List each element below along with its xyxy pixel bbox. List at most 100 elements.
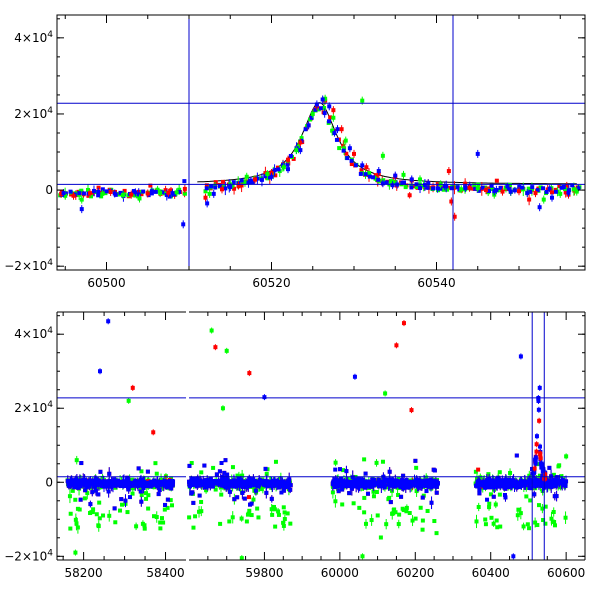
data-point bbox=[341, 148, 346, 153]
data-point bbox=[148, 183, 153, 188]
data-point bbox=[380, 153, 385, 158]
data-point bbox=[359, 168, 364, 173]
data-point bbox=[225, 472, 230, 477]
data-point bbox=[410, 518, 415, 523]
data-point bbox=[286, 167, 290, 172]
data-point bbox=[489, 183, 494, 188]
data-point bbox=[333, 499, 338, 504]
data-point bbox=[91, 507, 96, 512]
data-point bbox=[263, 466, 268, 471]
data-point bbox=[112, 477, 117, 482]
data-point bbox=[230, 465, 235, 470]
data-point bbox=[322, 106, 327, 111]
data-point bbox=[367, 171, 372, 176]
data-point bbox=[281, 520, 286, 525]
data-point bbox=[85, 187, 90, 192]
data-point bbox=[182, 179, 187, 184]
data-point bbox=[251, 497, 256, 502]
data-point bbox=[146, 493, 151, 498]
data-point bbox=[446, 169, 451, 174]
data-point bbox=[276, 167, 281, 172]
data-point bbox=[337, 146, 342, 151]
data-point bbox=[536, 503, 541, 508]
data-point bbox=[98, 469, 103, 474]
data-point bbox=[153, 461, 158, 466]
data-point bbox=[409, 177, 414, 182]
data-point bbox=[288, 521, 293, 526]
data-point bbox=[570, 183, 575, 188]
data-point bbox=[100, 483, 105, 488]
data-point bbox=[141, 189, 146, 194]
data-point bbox=[426, 181, 431, 186]
data-point bbox=[169, 486, 174, 491]
data-point bbox=[127, 495, 132, 500]
data-point bbox=[273, 524, 278, 529]
data-point bbox=[271, 504, 276, 509]
data-point bbox=[403, 185, 408, 190]
data-point bbox=[524, 485, 529, 490]
data-point bbox=[259, 479, 264, 484]
data-point bbox=[418, 186, 423, 191]
data-point bbox=[107, 513, 112, 518]
data-point bbox=[309, 115, 314, 120]
data-point bbox=[139, 469, 144, 474]
data-point bbox=[132, 193, 137, 198]
data-point bbox=[88, 511, 93, 516]
data-point bbox=[414, 489, 419, 494]
data-point bbox=[298, 148, 303, 153]
data-point bbox=[396, 522, 401, 527]
data-point bbox=[204, 479, 209, 484]
data-point bbox=[505, 184, 510, 189]
bottom-panel-lightcurve-full: 58200 58400 59800 60000 60200 60400 60600−2×10… bbox=[4, 311, 586, 580]
data-point bbox=[78, 497, 83, 502]
data-point bbox=[246, 511, 251, 516]
data-point bbox=[199, 499, 204, 504]
data-point bbox=[246, 495, 251, 500]
data-point bbox=[288, 153, 293, 158]
data-point bbox=[291, 156, 296, 161]
data-point bbox=[153, 189, 158, 194]
data-point bbox=[533, 191, 538, 196]
data-point bbox=[88, 191, 92, 196]
data-point bbox=[239, 178, 244, 183]
data-point bbox=[380, 181, 385, 186]
data-point bbox=[122, 188, 127, 193]
data-point bbox=[158, 520, 163, 525]
axes-frame bbox=[56, 14, 586, 271]
data-point bbox=[527, 197, 532, 202]
data-point bbox=[576, 186, 581, 191]
data-point bbox=[353, 163, 358, 168]
data-point bbox=[100, 187, 105, 192]
data-point bbox=[373, 173, 378, 178]
data-point bbox=[432, 519, 437, 524]
data-point bbox=[507, 187, 512, 192]
data-point bbox=[112, 506, 117, 511]
data-point bbox=[547, 186, 552, 191]
data-point bbox=[77, 191, 82, 196]
data-point bbox=[473, 186, 478, 191]
data-point bbox=[320, 97, 325, 102]
data-point bbox=[494, 178, 499, 183]
data-point bbox=[150, 481, 155, 486]
y-tick-label: 4×104 bbox=[14, 30, 53, 45]
data-point bbox=[208, 481, 213, 486]
data-point bbox=[327, 104, 332, 109]
data-point bbox=[541, 517, 546, 522]
data-point bbox=[164, 485, 169, 490]
data-point bbox=[322, 111, 327, 116]
data-point bbox=[409, 185, 414, 190]
data-point bbox=[101, 513, 106, 518]
data-point bbox=[248, 502, 253, 507]
data-point bbox=[526, 186, 531, 191]
data-point bbox=[129, 192, 134, 197]
data-point bbox=[162, 507, 167, 512]
data-point bbox=[200, 483, 205, 488]
data-point bbox=[232, 497, 237, 502]
data-point bbox=[227, 482, 232, 487]
data-point bbox=[250, 179, 255, 184]
data-point bbox=[217, 469, 222, 474]
data-point bbox=[424, 475, 429, 480]
data-point bbox=[242, 483, 247, 488]
data-point bbox=[136, 192, 141, 197]
